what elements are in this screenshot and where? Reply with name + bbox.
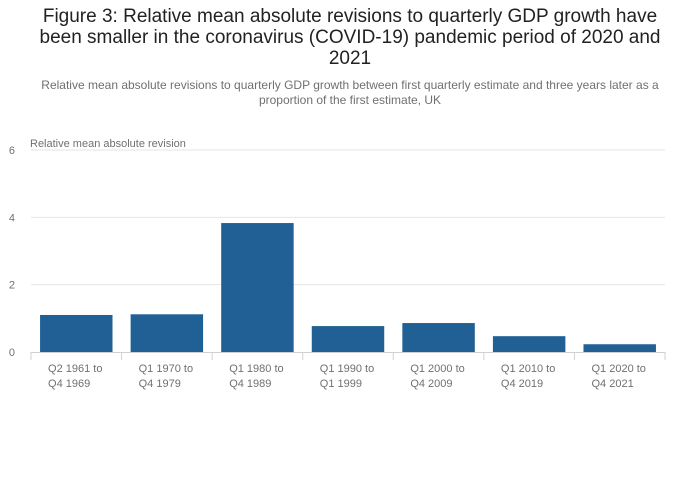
y-tick-label: 2 (9, 280, 15, 292)
y-tick-label: 6 (9, 145, 15, 157)
y-tick-label: 4 (9, 212, 15, 224)
bar (221, 223, 294, 352)
chart-title: Figure 3: Relative mean absolute revisio… (39, 6, 661, 69)
x-tick-label: Q1 2010 to Q4 2019 (501, 363, 555, 390)
x-tick-label: Q1 2000 to Q4 2009 (410, 363, 464, 390)
x-tick-label: Q1 2020 to Q4 2021 (591, 363, 645, 390)
bar (311, 326, 385, 352)
bar (130, 314, 204, 352)
bar (492, 336, 566, 352)
bar (402, 323, 475, 352)
bar (40, 314, 113, 352)
x-tick-label: Q1 1990 to Q1 1999 (320, 363, 374, 390)
y-tick-label: 0 (9, 347, 15, 359)
x-tick-label: Q2 1961 to Q4 1969 (48, 363, 102, 390)
y-axis-label: Relative mean absolute revision (30, 138, 186, 150)
bar (583, 344, 656, 352)
x-tick-label: Q1 1970 to Q4 1979 (139, 363, 193, 390)
chart-subtitle: Relative mean absolute revisions to quar… (41, 78, 659, 107)
x-tick-label: Q1 1980 to Q4 1989 (229, 363, 283, 390)
